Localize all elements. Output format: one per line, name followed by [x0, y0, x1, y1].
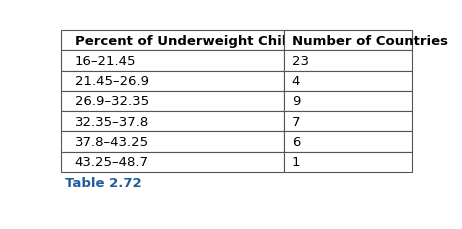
Text: Table 2.72: Table 2.72 — [65, 176, 141, 189]
